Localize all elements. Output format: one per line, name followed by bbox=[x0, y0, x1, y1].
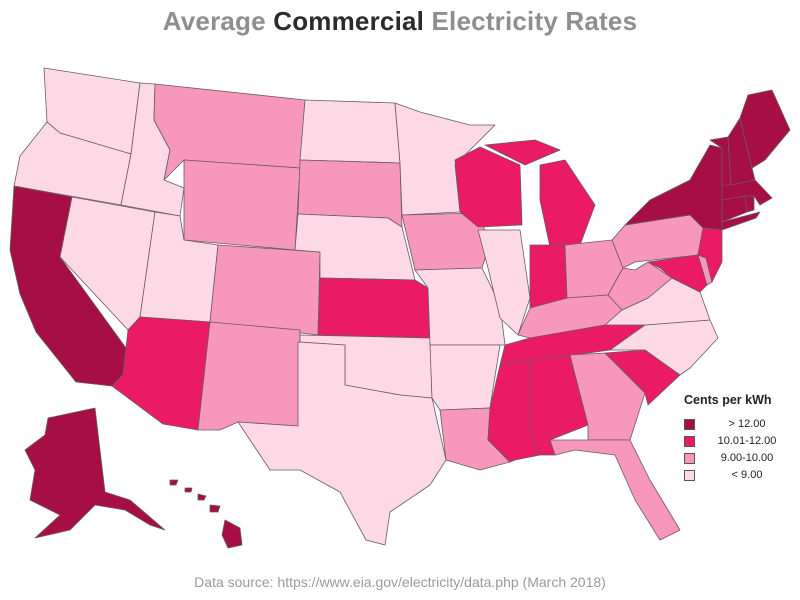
state-west-virginia[interactable] bbox=[607, 261, 673, 311]
state-kansas[interactable] bbox=[317, 277, 431, 339]
state-alaska[interactable] bbox=[24, 407, 166, 539]
state-north-dakota[interactable] bbox=[299, 99, 401, 164]
legend-item: 9.00-10.00 bbox=[684, 451, 794, 465]
state-florida[interactable] bbox=[549, 439, 681, 541]
legend-label: < 9.00 bbox=[731, 469, 763, 481]
state-arkansas[interactable] bbox=[429, 344, 501, 411]
title-suffix: Electricity Rates bbox=[424, 6, 638, 36]
legend-swatch bbox=[684, 418, 695, 430]
state-massachusetts[interactable] bbox=[721, 179, 773, 206]
state-minnesota[interactable] bbox=[394, 102, 496, 216]
state-vermont[interactable] bbox=[709, 136, 732, 186]
data-source-note: Data source: https://www.eia.gov/electri… bbox=[194, 574, 606, 590]
legend-label: > 12.00 bbox=[728, 418, 766, 430]
legend-swatch bbox=[684, 469, 695, 481]
legend-title: Cents per kWh bbox=[684, 393, 772, 407]
legend-item: < 9.00 bbox=[684, 468, 794, 482]
legend-label: 9.00-10.00 bbox=[720, 452, 774, 464]
legend-item: 10.01-12.00 bbox=[684, 434, 794, 448]
state-texas[interactable] bbox=[237, 341, 447, 546]
state-maine[interactable] bbox=[739, 89, 791, 169]
title-prefix: Average bbox=[162, 6, 274, 36]
state-south-carolina[interactable] bbox=[604, 349, 681, 406]
legend-item: > 12.00 bbox=[684, 417, 794, 431]
state-arizona[interactable] bbox=[111, 316, 211, 431]
state-wyoming[interactable] bbox=[183, 159, 301, 251]
legend: Cents per kWh > 12.00 10.01-12.00 9.00-1… bbox=[684, 393, 794, 485]
state-wisconsin[interactable] bbox=[454, 146, 523, 228]
legend-swatch bbox=[684, 435, 695, 447]
state-rhode-island[interactable] bbox=[744, 195, 755, 213]
state-hawaii[interactable] bbox=[169, 479, 243, 549]
state-new-mexico[interactable] bbox=[197, 321, 301, 431]
legend-label: 10.01-12.00 bbox=[717, 435, 777, 447]
state-new-hampshire[interactable] bbox=[727, 117, 756, 186]
map-title: Average Commercial Electricity Rates bbox=[0, 6, 800, 37]
state-indiana[interactable] bbox=[529, 244, 568, 309]
legend-swatch bbox=[684, 452, 695, 464]
title-highlight: Commercial bbox=[273, 6, 425, 36]
state-colorado[interactable] bbox=[209, 244, 321, 336]
